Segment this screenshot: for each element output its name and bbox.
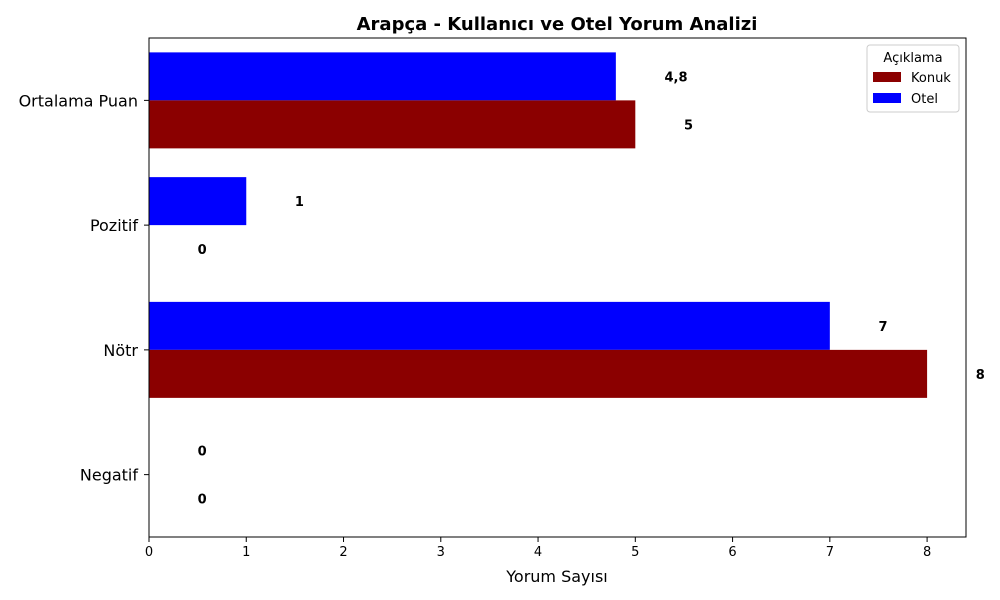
bar-otel bbox=[149, 301, 830, 350]
data-label-otel: 7 bbox=[878, 320, 887, 335]
bar-konuk bbox=[149, 100, 636, 149]
x-tick-label: 5 bbox=[631, 545, 639, 560]
x-tick-label: 2 bbox=[339, 545, 347, 560]
x-tick-label: 4 bbox=[534, 545, 542, 560]
data-label-konuk: 0 bbox=[198, 243, 207, 258]
data-label-konuk: 8 bbox=[976, 368, 985, 383]
y-tick-label: Negatif bbox=[80, 466, 138, 485]
x-tick-label: 6 bbox=[728, 545, 736, 560]
x-axis: 0 1 2 3 4 5 6 7 8 bbox=[145, 537, 931, 560]
x-axis-label: Yorum Sayısı bbox=[505, 567, 607, 586]
y-tick-label: Pozitif bbox=[90, 216, 138, 235]
bar-otel bbox=[149, 52, 616, 101]
legend-entry-konuk: Konuk bbox=[911, 71, 951, 86]
plot-area: 4,8 5 1 0 7 8 0 0 bbox=[149, 52, 985, 508]
data-label-otel: 4,8 bbox=[664, 70, 687, 85]
y-axis: Ortalama Puan Pozitif Nötr Negatif bbox=[19, 91, 149, 485]
bar-konuk bbox=[149, 349, 928, 398]
legend-entry-otel: Otel bbox=[911, 92, 938, 107]
data-label-otel: 1 bbox=[295, 195, 304, 210]
y-tick-label: Nötr bbox=[103, 341, 138, 360]
chart-title: Arapça - Kullanıcı ve Otel Yorum Analizi bbox=[357, 14, 758, 35]
data-label-konuk: 0 bbox=[198, 493, 207, 508]
x-tick-label: 3 bbox=[437, 545, 445, 560]
legend-swatch-otel bbox=[873, 93, 901, 103]
legend-title: Açıklama bbox=[883, 51, 942, 66]
x-tick-label: 8 bbox=[923, 545, 931, 560]
data-label-konuk: 5 bbox=[684, 118, 693, 133]
plot-frame bbox=[148, 37, 967, 538]
legend: Açıklama Konuk Otel bbox=[866, 44, 960, 113]
legend-swatch-konuk bbox=[873, 72, 901, 82]
y-tick-label: Ortalama Puan bbox=[19, 91, 138, 110]
x-tick-label: 7 bbox=[826, 545, 834, 560]
x-tick-label: 1 bbox=[242, 545, 250, 560]
x-tick-label: 0 bbox=[145, 545, 153, 560]
bar-otel bbox=[149, 177, 247, 226]
data-label-otel: 0 bbox=[198, 445, 207, 460]
